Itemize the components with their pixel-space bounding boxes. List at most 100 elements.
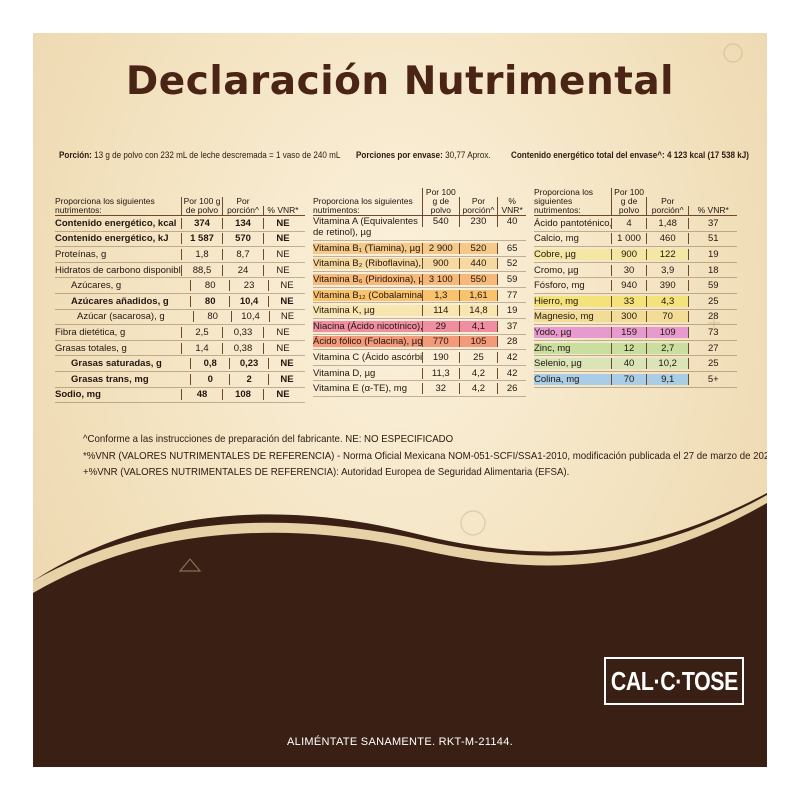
per100-value: 190 xyxy=(421,351,459,363)
vnr-header: % VNR* xyxy=(688,206,737,215)
per100-value: 80 xyxy=(193,311,231,323)
vnr-value: 19 xyxy=(688,248,737,260)
vnr-value: NE xyxy=(263,264,302,276)
vnr-value: 25 xyxy=(688,358,737,370)
table-header: Proporciona los siguientes nutrimentos: … xyxy=(55,181,305,216)
per100-value: 540 xyxy=(421,216,459,227)
nutrient-name: Azúcares añadidos, g xyxy=(71,295,169,307)
table-row: Grasas saturadas, g 0,8 0,23 NE xyxy=(55,356,305,372)
per100-value: 1,4 xyxy=(181,342,222,354)
nutrient-name: Hidratos de carbono disponibles, g xyxy=(55,264,181,276)
nutrient-name: Vitamina B₆ (Piridoxina), µg xyxy=(313,273,422,285)
nutrient-name: Vitamina C (Ácido ascórbico), mg xyxy=(313,351,422,363)
nutrient-name: Vitamina B₂ (Riboflavina), µg xyxy=(313,258,422,270)
vnr-value: 42 xyxy=(497,351,526,363)
table-row: Vitamina B₁ (Tiamina), µg 2 900 520 65 xyxy=(313,241,526,257)
per100-value: 33 xyxy=(611,295,646,307)
per100-value: 1 000 xyxy=(611,233,646,245)
portion-value: 440 xyxy=(458,258,498,270)
portion-value: 14,8 xyxy=(458,305,498,317)
vnr-value: NE xyxy=(263,233,302,245)
per100-value: 159 xyxy=(611,326,646,338)
table-row: Vitamina D, µg 11,3 4,2 42 xyxy=(313,366,526,382)
table-row: Niacina (Ácido nicotínico), mg294,137 xyxy=(313,319,526,335)
nutrient-name: Contenido energético, kJ xyxy=(55,233,169,245)
nutrient-name: Vitamina A (Equivalentes de retinol), µg xyxy=(313,216,418,238)
vnr-value: 5+ xyxy=(688,373,737,385)
footnotes: ^Conforme a las instrucciones de prepara… xyxy=(83,431,767,481)
portion-value: 4,3 xyxy=(645,295,689,307)
table-row: Colina, mg 70 9,1 5+ xyxy=(534,372,737,388)
table-row: Azúcar (sacarosa), g 80 10,4 NE xyxy=(55,310,305,326)
nutrient-name: Vitamina B₁₂ (Cobalamina), µg xyxy=(313,289,422,301)
table-row: Vitamina B₂ (Riboflavina), µg90044052 xyxy=(313,257,526,273)
vnr-value: 77 xyxy=(497,289,526,301)
portion-value: 4,2 xyxy=(458,383,498,395)
nutrient-name: Fibra dietética, g xyxy=(55,326,126,338)
portion-value: 134 xyxy=(222,217,263,229)
vnr-value: 42 xyxy=(497,367,526,379)
footnote: ^Conforme a las instrucciones de prepara… xyxy=(83,433,454,445)
portion-value: 2 xyxy=(229,373,268,385)
nutrient-name: Grasas totales, g xyxy=(55,342,127,354)
portion-value: 0,33 xyxy=(222,326,263,338)
portion-value: 390 xyxy=(645,280,689,292)
portion-value: 108 xyxy=(222,389,263,401)
portion-info: Porción: 13 g de polvo con 232 mL de lec… xyxy=(59,150,340,160)
footer-text: ALIMÉNTATE SANAMENTE. RKT-M-21144. xyxy=(287,736,513,748)
table-row: Azúcares añadidos, g 80 10,4 NE xyxy=(55,294,305,310)
table-row: Grasas trans, mg 0 2 NE xyxy=(55,372,305,388)
nutrient-name: Sodio, mg xyxy=(55,389,101,401)
per100-value: 1 587 xyxy=(181,233,222,245)
brand-name: CAL·C·TOSE xyxy=(610,665,738,696)
portion-value: 109 xyxy=(645,326,689,338)
portion-value: 550 xyxy=(458,273,498,285)
portion-value: 570 xyxy=(222,233,263,245)
nutrient-name: Vitamina B₁ (Tiamina), µg xyxy=(313,242,422,254)
perportion-header: Por porción^ xyxy=(645,197,689,215)
nutrient-name: Vitamina K, µg xyxy=(313,305,422,317)
table-row: Fibra dietética, g 2,5 0,33 NE xyxy=(55,325,305,341)
table-row: Vitamina E (α-TE), mg 32 4,2 26 xyxy=(313,381,526,397)
vnr-value: NE xyxy=(263,389,302,401)
nutrient-name: Hierro, mg xyxy=(534,295,612,307)
per100-value: 40 xyxy=(611,358,646,370)
nutrient-name: Cromo, µg xyxy=(534,264,579,276)
portion-value: 1,48 xyxy=(645,217,689,229)
portion-value: 105 xyxy=(458,336,498,348)
per100-value: 2 900 xyxy=(421,242,459,254)
table-row: Cobre, µg 900 122 19 xyxy=(534,247,737,263)
brand-logo: CAL·C·TOSE xyxy=(604,657,744,705)
nutrient-name: Vitamina D, µg xyxy=(313,367,376,379)
per100-value: 3 100 xyxy=(421,273,459,285)
portion-value: 23 xyxy=(229,280,268,292)
nutrient-name: Azúcares, g xyxy=(71,280,122,292)
portion-value: 460 xyxy=(645,233,689,245)
vnr-value: 27 xyxy=(688,342,737,354)
per100-value: 1,8 xyxy=(181,248,222,260)
nutrient-name: Ácido fólico (Folacina), µg xyxy=(313,336,422,348)
portion-value: 1,61 xyxy=(458,289,498,301)
table-row: Contenido energético, kJ 1 587 570 NE xyxy=(55,232,305,248)
nutrient-name: Grasas saturadas, g xyxy=(71,358,162,370)
perportion-header: Por porción^ xyxy=(458,197,498,215)
per100-value: 114 xyxy=(421,305,459,317)
portion-value: 2,7 xyxy=(645,342,689,354)
per100-value: 29 xyxy=(421,320,459,332)
servings-label: Porciones por envase: xyxy=(356,150,443,160)
table-row: Vitamina C (Ácido ascórbico), mg1902542 xyxy=(313,350,526,366)
vnr-value: 52 xyxy=(497,258,526,270)
per100-header: Por 100 g de polvo xyxy=(611,188,646,215)
table-row: Contenido energético, kcal 374 134 NE xyxy=(55,216,305,232)
nutrient-table-minerals: Proporciona los siguientes nutrimentos: … xyxy=(534,181,737,388)
portion-value: 230 xyxy=(458,216,498,227)
per100-value: 770 xyxy=(421,336,459,348)
nutrient-name: Ácido pantoténico, mg xyxy=(534,217,612,229)
vnr-header: % VNR* xyxy=(263,206,302,215)
per100-value: 300 xyxy=(611,311,646,323)
perportion-header: Por porción^ xyxy=(222,197,263,215)
page-title: Declaración Nutrimental xyxy=(125,59,675,104)
vnr-value: 28 xyxy=(497,336,526,348)
table-row: Hierro, mg 33 4,3 25 xyxy=(534,294,737,310)
portion-value: 520 xyxy=(458,242,498,254)
